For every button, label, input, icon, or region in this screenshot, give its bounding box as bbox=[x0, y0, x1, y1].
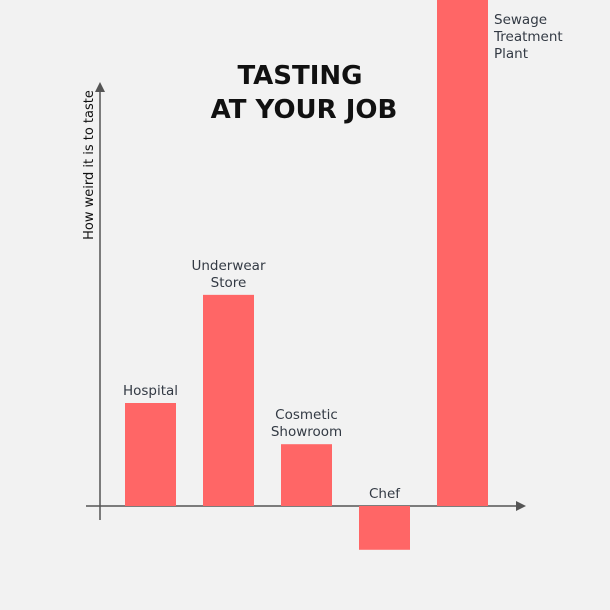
bar-label-1: Underwear Store bbox=[191, 258, 265, 291]
bar-label-4-line-1: Treatment bbox=[493, 29, 563, 45]
bar-1 bbox=[203, 294, 254, 506]
bar-4 bbox=[437, 0, 488, 506]
bar-label-2: Cosmetic Showroom bbox=[271, 407, 342, 440]
chart-title-line-1: TASTING bbox=[237, 61, 362, 91]
bar-label-0-line-0: Hospital bbox=[123, 383, 178, 399]
bar-label-2-line-1: Showroom bbox=[271, 424, 342, 440]
bars bbox=[125, 0, 488, 550]
bar-label-4-line-2: Plant bbox=[494, 46, 528, 62]
bar-0 bbox=[125, 403, 176, 506]
bar-label-1-line-1: Store bbox=[211, 275, 247, 291]
y-axis-label: How weird it is to taste bbox=[82, 90, 97, 240]
bar-label-4-line-0: Sewage bbox=[494, 12, 547, 28]
bar-label-3-line-0: Chef bbox=[369, 486, 401, 502]
chart-title: TASTING AT YOUR JOB bbox=[211, 61, 398, 125]
bar-label-1-line-0: Underwear bbox=[191, 258, 265, 274]
bar-2 bbox=[281, 444, 332, 506]
bar-labels: Hospital Underwear Store Cosmetic Showroom Ch… bbox=[123, 12, 563, 502]
bar-label-4: Sewage Treatment Plant bbox=[493, 12, 563, 62]
bar-label-2-line-0: Cosmetic bbox=[275, 407, 338, 423]
bar-3 bbox=[359, 506, 410, 550]
bar-label-0: Hospital bbox=[123, 383, 178, 399]
chart-title-line-2: AT YOUR JOB bbox=[211, 95, 398, 125]
bar-label-3: Chef bbox=[369, 486, 401, 502]
